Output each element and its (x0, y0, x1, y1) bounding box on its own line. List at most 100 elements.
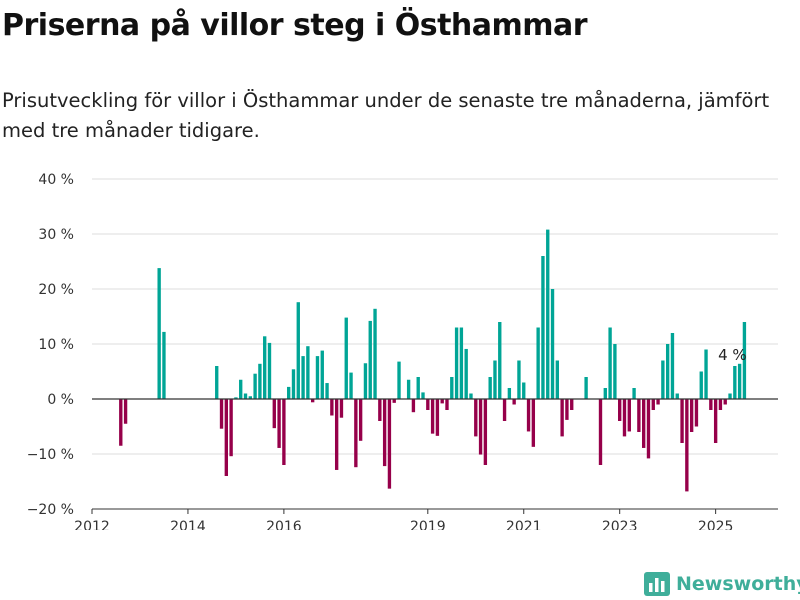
bar (450, 377, 454, 399)
brand-name: Newsworthy (676, 573, 800, 595)
bar (670, 333, 675, 399)
bar (411, 399, 416, 413)
bar (310, 399, 315, 403)
bar (665, 344, 670, 399)
bar (382, 399, 387, 467)
bar-chart: −20 %−10 %0 %10 %20 %30 %40 % 2012 2014 20… (27, 172, 778, 530)
bar (344, 317, 348, 399)
y-axis-tick-labels: −20 % −10 % 0 % 10 % 20 % 30 % 40 % (27, 172, 74, 518)
bar (306, 346, 310, 399)
bar (219, 399, 224, 429)
bar (541, 256, 545, 399)
bar (234, 397, 238, 399)
bar (325, 383, 329, 399)
bar (421, 392, 425, 399)
bar (642, 399, 646, 448)
bar (632, 388, 636, 399)
bar (689, 399, 694, 432)
bar (315, 356, 320, 399)
bar (733, 366, 737, 399)
bar (680, 399, 684, 443)
bar (718, 399, 723, 410)
bar (656, 399, 660, 405)
bar (699, 371, 703, 399)
y-tick-label: −10 % (27, 447, 74, 463)
y-tick-label: 0 % (47, 392, 74, 408)
bar (406, 379, 411, 399)
bar (248, 396, 252, 399)
bar (646, 399, 651, 459)
x-tick-label: 2019 (410, 519, 446, 530)
bar (502, 399, 507, 421)
bar (493, 360, 497, 399)
bar (282, 399, 286, 465)
grid-lines (92, 178, 778, 510)
bar (162, 331, 166, 399)
x-tick-label: 2012 (74, 519, 110, 530)
bar (349, 372, 353, 399)
bar (354, 399, 358, 468)
bar (373, 308, 377, 399)
bar (713, 399, 718, 443)
bar (517, 360, 521, 399)
bar (272, 399, 276, 429)
bar (277, 399, 281, 448)
bar (454, 327, 459, 399)
bar (339, 399, 344, 418)
bar (613, 344, 617, 399)
bar (742, 322, 747, 399)
bar (291, 369, 296, 399)
bar (416, 377, 420, 399)
y-tick-label: 10 % (38, 337, 74, 353)
bar (531, 399, 536, 447)
y-tick-label: 40 % (38, 172, 74, 188)
bar (661, 360, 665, 399)
last-value-label: 4 % (718, 346, 747, 364)
bar (675, 393, 679, 399)
bar (320, 350, 324, 399)
bar (387, 399, 392, 489)
bar (157, 268, 161, 399)
bar (378, 399, 382, 421)
bar (709, 399, 713, 410)
x-tick-label: 2025 (698, 519, 734, 530)
bar (229, 399, 233, 457)
bar (258, 363, 262, 399)
bar (704, 349, 708, 399)
bar (253, 373, 257, 399)
bar (243, 393, 248, 399)
bar (440, 399, 444, 404)
bar (618, 399, 622, 421)
bar (603, 388, 607, 399)
bar (560, 399, 564, 437)
bar (334, 399, 339, 470)
page-title: Priserna på villor steg i Östhammar (2, 8, 588, 43)
bar (263, 336, 267, 399)
bar (507, 388, 512, 399)
bar (728, 393, 732, 399)
bar (445, 399, 449, 410)
bar (584, 377, 588, 399)
x-axis-tick-labels: 2012 2014 2016 2019 2021 2023 2025 (74, 509, 733, 530)
bar (622, 399, 627, 437)
bar (119, 399, 123, 446)
bar (723, 399, 727, 405)
bar (651, 399, 655, 410)
bar (287, 386, 291, 399)
bar (565, 399, 569, 420)
y-tick-label: −20 % (27, 502, 74, 518)
page-subtitle: Prisutveckling för villor i Östhammar un… (2, 89, 770, 142)
bar (464, 348, 468, 399)
bar (330, 399, 334, 416)
bar (239, 379, 243, 399)
bar (555, 360, 560, 399)
bar (430, 399, 435, 434)
bar (296, 302, 300, 399)
bar (546, 229, 550, 399)
bar (570, 399, 574, 410)
bar (397, 361, 401, 399)
bar (224, 399, 228, 476)
axes (92, 398, 778, 510)
bar (488, 377, 492, 399)
bar (512, 399, 516, 405)
